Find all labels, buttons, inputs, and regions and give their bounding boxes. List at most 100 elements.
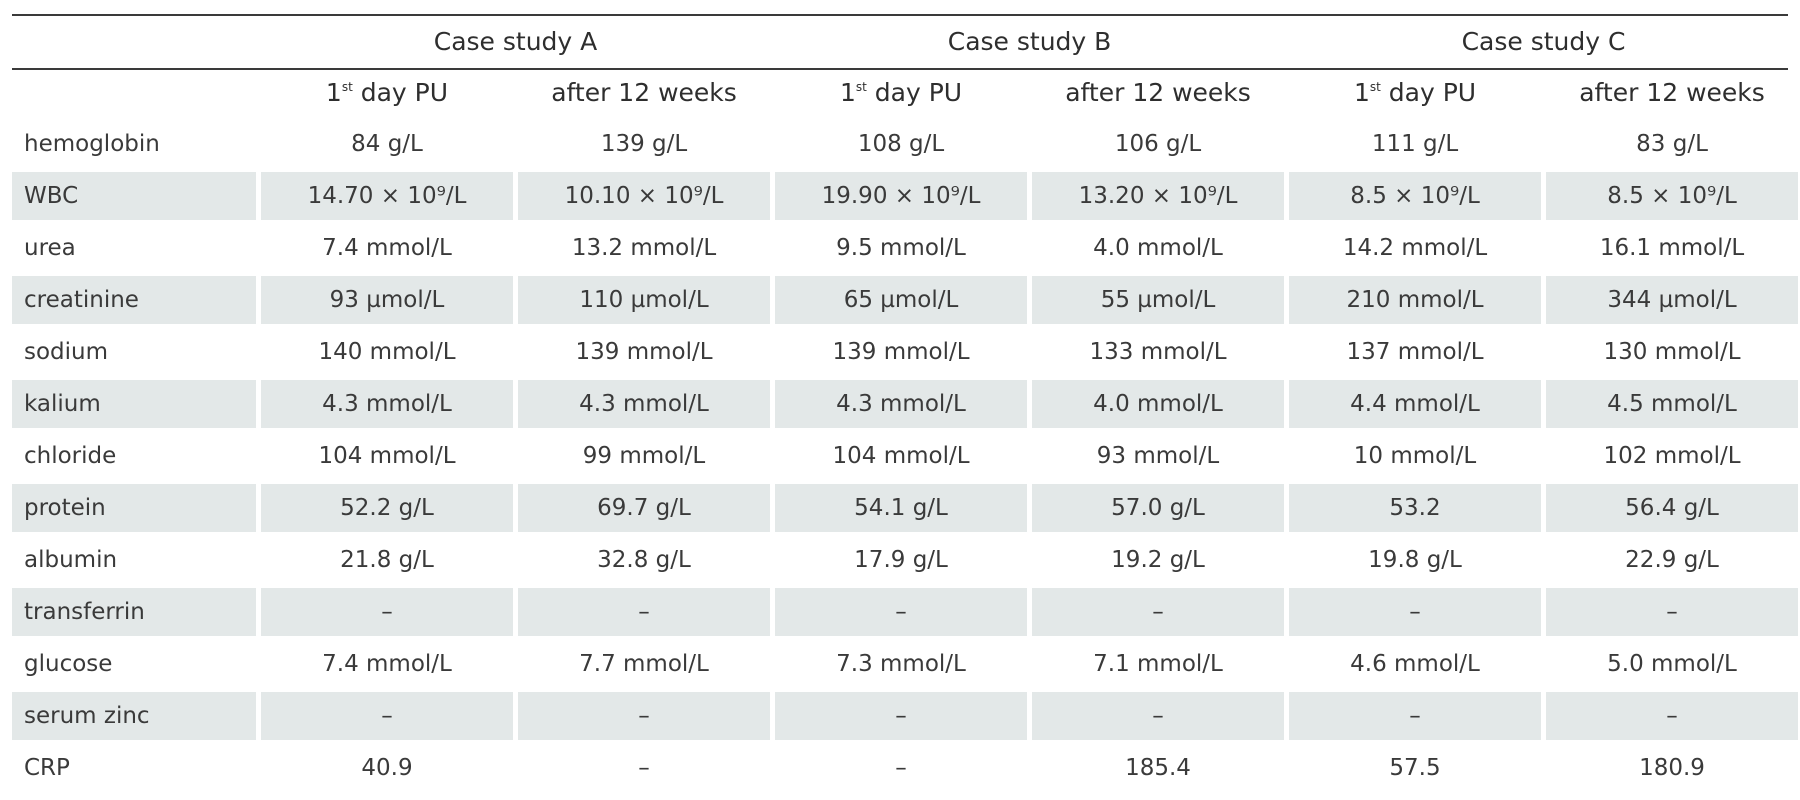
table-cell: 4.3 mmol/L (261, 380, 513, 428)
top-rule (12, 14, 1788, 16)
table-row: urea 7.4 mmol/L 13.2 mmol/L 9.5 mmol/L 4.0 m… (12, 224, 1798, 272)
subheader-rest: day PU (1380, 77, 1477, 107)
table-cell: 4.3 mmol/L (775, 380, 1028, 428)
subheader-4: 1st day PU (1289, 68, 1541, 116)
table-row: sodium 140 mmol/L 139 mmol/L 139 mmol/L 133 … (12, 328, 1798, 376)
table-cell: 185.4 (1125, 755, 1191, 781)
table-cell: 9.5 mmol/L (836, 235, 966, 261)
row-label: chloride (24, 443, 117, 469)
row-label: CRP (24, 755, 70, 781)
subheader-row: 1st day PU after 12 weeks 1st day PU after … (12, 68, 1798, 116)
table-cell: 40.9 (361, 755, 413, 781)
table-cell: 19.2 g/L (1111, 547, 1205, 573)
table-cell: 180.9 (1639, 755, 1705, 781)
subheader-rest: day PU (866, 77, 963, 107)
subheader-main: after 12 weeks (1579, 77, 1765, 107)
subheader-main: 1 (1353, 77, 1370, 107)
table-cell: – (1289, 692, 1542, 740)
table-cell: 93 µmol/L (261, 276, 513, 324)
group-header-row: Case study A Case study B Case study C (12, 18, 1798, 64)
table-row: kalium 4.3 mmol/L 4.3 mmol/L 4.3 mmol/L 4.0 … (12, 380, 1799, 428)
empty-label-header (12, 68, 256, 116)
subheader-main: after 12 weeks (1065, 77, 1251, 107)
table-cell: – (518, 692, 771, 740)
subheader-sup: st (341, 79, 353, 94)
subheader-sup: st (855, 79, 867, 94)
subheader-1: after 12 weeks (518, 68, 770, 116)
table-cell: 84 g/L (351, 131, 423, 157)
table-cell: 108 g/L (857, 131, 945, 157)
group-header-rule (12, 68, 1788, 70)
table-cell: 104 mmol/L (832, 443, 970, 469)
table-cell: 57.5 (1389, 755, 1441, 781)
table-row: albumin 21.8 g/L 32.8 g/L 17.9 g/L 19.2 g/L 1… (12, 536, 1798, 584)
table-cell: 4.0 mmol/L (1032, 380, 1285, 428)
table-cell: – (1032, 692, 1285, 740)
row-label: creatinine (12, 276, 256, 324)
table-cell: 83 g/L (1636, 131, 1708, 157)
table-cell: – (1546, 692, 1799, 740)
subheader-5: after 12 weeks (1546, 68, 1798, 116)
lab-results-table-container: Case study A Case study B Case study C 1… (12, 14, 1799, 796)
empty-corner-cell (12, 18, 256, 64)
table-cell: 137 mmol/L (1346, 339, 1484, 365)
row-label: albumin (24, 547, 118, 573)
lab-results-table: Case study A Case study B Case study C 1… (7, 14, 1800, 796)
table-cell: 106 g/L (1114, 131, 1202, 157)
table-cell: 139 mmol/L (575, 339, 713, 365)
table-cell: 130 mmol/L (1603, 339, 1741, 365)
table-cell: 8.5 × 10⁹/L (1546, 172, 1799, 220)
table-cell: 55 µmol/L (1032, 276, 1285, 324)
table-cell: 19.8 g/L (1368, 547, 1462, 573)
table-row: CRP 40.9 – – 185.4 57.5 180.9 (12, 744, 1798, 792)
table-cell: 32.8 g/L (597, 547, 691, 573)
table-cell: – (895, 755, 907, 781)
subheader-0: 1st day PU (261, 68, 513, 116)
table-row: protein 52.2 g/L 69.7 g/L 54.1 g/L 57.0 g/L 5… (12, 484, 1799, 532)
table-cell: 4.0 mmol/L (1093, 235, 1223, 261)
row-label: transferrin (12, 588, 256, 636)
table-row: chloride 104 mmol/L 99 mmol/L 104 mmol/L 93 … (12, 432, 1798, 480)
table-cell: 57.0 g/L (1032, 484, 1285, 532)
group-header-c: Case study C (1461, 26, 1626, 56)
table-cell: – (261, 692, 513, 740)
table-cell: – (1289, 588, 1542, 636)
table-cell: 7.4 mmol/L (322, 651, 452, 677)
table-cell: 19.90 × 10⁹/L (775, 172, 1028, 220)
table-cell: 93 mmol/L (1096, 443, 1220, 469)
subheader-main: after 12 weeks (551, 77, 737, 107)
table-cell: 4.4 mmol/L (1289, 380, 1542, 428)
table-row: transferrin – – – – – – (12, 588, 1799, 636)
table-cell: 21.8 g/L (340, 547, 434, 573)
table-cell: 52.2 g/L (261, 484, 513, 532)
table-body: hemoglobin 84 g/L 139 g/L 108 g/L 106 g/L 111… (12, 120, 1799, 792)
row-label: urea (24, 235, 76, 261)
table-cell: 4.3 mmol/L (518, 380, 771, 428)
table-cell: 10.10 × 10⁹/L (518, 172, 771, 220)
table-cell: 7.1 mmol/L (1093, 651, 1223, 677)
table-cell: 111 g/L (1371, 131, 1459, 157)
table-cell: 139 g/L (600, 131, 688, 157)
table-cell: 10 mmol/L (1353, 443, 1477, 469)
table-cell: 53.2 (1289, 484, 1542, 532)
table-row: hemoglobin 84 g/L 139 g/L 108 g/L 106 g/L 111… (12, 120, 1798, 168)
table-cell: 140 mmol/L (318, 339, 456, 365)
row-label: sodium (24, 339, 109, 365)
table-cell: – (1546, 588, 1799, 636)
table-row: WBC 14.70 × 10⁹/L 10.10 × 10⁹/L 19.90 × 10⁹… (12, 172, 1799, 220)
table-cell: 8.5 × 10⁹/L (1289, 172, 1542, 220)
table-cell: 110 µmol/L (518, 276, 771, 324)
table-cell: 7.4 mmol/L (322, 235, 452, 261)
table-row: creatinine 93 µmol/L 110 µmol/L 65 µmol/L 55… (12, 276, 1799, 324)
table-cell: 54.1 g/L (775, 484, 1028, 532)
row-label: hemoglobin (24, 131, 160, 157)
table-cell: 65 µmol/L (775, 276, 1028, 324)
table-cell: 104 mmol/L (318, 443, 456, 469)
table-cell: – (518, 588, 771, 636)
row-label: WBC (12, 172, 256, 220)
table-cell: 13.2 mmol/L (571, 235, 717, 261)
table-cell: 344 µmol/L (1546, 276, 1799, 324)
table-cell: 13.20 × 10⁹/L (1032, 172, 1285, 220)
row-label: kalium (12, 380, 256, 428)
table-row: glucose 7.4 mmol/L 7.7 mmol/L 7.3 mmol/L 7.1… (12, 640, 1798, 688)
